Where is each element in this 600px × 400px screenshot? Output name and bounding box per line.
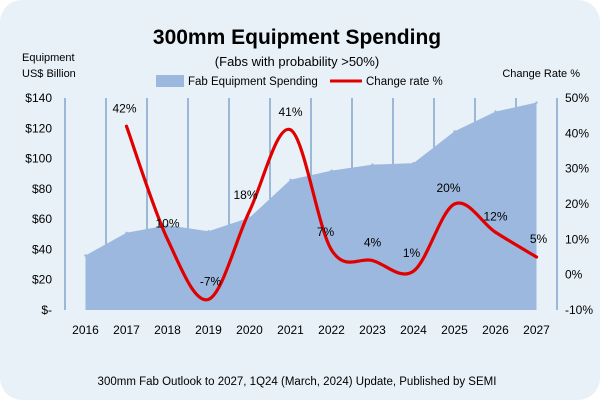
left-tick-label: $40 [32,242,52,256]
line-point [207,297,210,301]
x-tick-label: 2026 [482,323,509,337]
area-point [453,130,456,133]
x-tick-label: 2025 [441,323,468,337]
line-point [166,237,169,241]
line-point [330,248,333,252]
data-label: 18% [233,188,257,202]
area-point [207,230,210,233]
legend-label-line: Change rate % [366,76,443,88]
x-tick-label: 2017 [113,323,140,337]
left-tick-label: $100 [25,152,52,166]
legend-label-area: Fab Equipment Spending [188,76,318,88]
x-tick-label: 2021 [277,323,304,337]
plot-area: $140 $120 $100 $80 $60 $40 $20 $- 50% 40% 30% 20% 10… [25,91,593,337]
x-tick-label: 2019 [195,323,222,337]
area-point [289,178,292,181]
left-tick-label: $20 [32,273,52,287]
area-point [84,254,87,257]
area-point [125,231,128,234]
left-axis-title-line1: Equipment [22,52,75,64]
area-point [535,101,538,104]
chart-subtitle: (Fabs with probability >50%) [215,54,379,69]
area-point [248,216,251,219]
left-tick-label: $60 [32,212,52,226]
data-label: 5% [530,232,548,246]
x-tick-label: 2024 [400,323,427,337]
right-axis-title: Change Rate % [502,68,580,80]
data-label: 20% [436,181,460,195]
line-point [535,255,538,259]
data-label: -7% [200,274,222,288]
data-label: 42% [112,101,136,115]
line-point [248,209,251,213]
left-tick-label: $- [41,303,52,317]
x-tick-label: 2027 [523,323,550,337]
area-point [371,163,374,166]
left-tick-label: $120 [25,121,52,135]
data-label: 7% [317,225,335,239]
left-axis-title-line2: US$ Billion [22,68,76,80]
right-tick-label: 20% [565,197,589,211]
right-tick-label: 50% [565,91,589,105]
area-point [412,161,415,165]
chart-footer: 300mm Fab Outlook to 2027, 1Q24 (March, … [98,376,497,388]
right-tick-label: 40% [565,126,589,140]
data-label: 10% [155,216,179,230]
x-tick-label: 2016 [72,323,99,337]
area-point [494,110,497,113]
left-tick-label: $140 [25,91,52,105]
data-label: 12% [483,209,507,223]
legend-swatch-area [156,75,184,87]
data-label: 4% [364,236,382,250]
x-tick-label: 2018 [154,323,181,337]
data-label: 41% [278,105,302,119]
left-tick-label: $80 [32,182,52,196]
line-point [289,128,292,132]
chart-title: 300mm Equipment Spending [153,26,441,49]
line-point [412,269,415,273]
line-point [494,230,497,234]
x-tick-label: 2023 [359,323,386,337]
x-tick-label: 2020 [236,323,263,337]
area-point [330,169,333,172]
right-tick-label: 30% [565,162,589,176]
right-tick-label: -10% [565,303,593,317]
right-tick-label: 0% [565,268,583,282]
line-point [371,259,374,263]
area-point [166,224,169,227]
line-point [453,202,456,206]
data-label: 1% [403,246,421,260]
right-tick-label: 10% [565,232,589,246]
x-tick-label: 2022 [318,323,345,337]
line-point [125,124,128,128]
